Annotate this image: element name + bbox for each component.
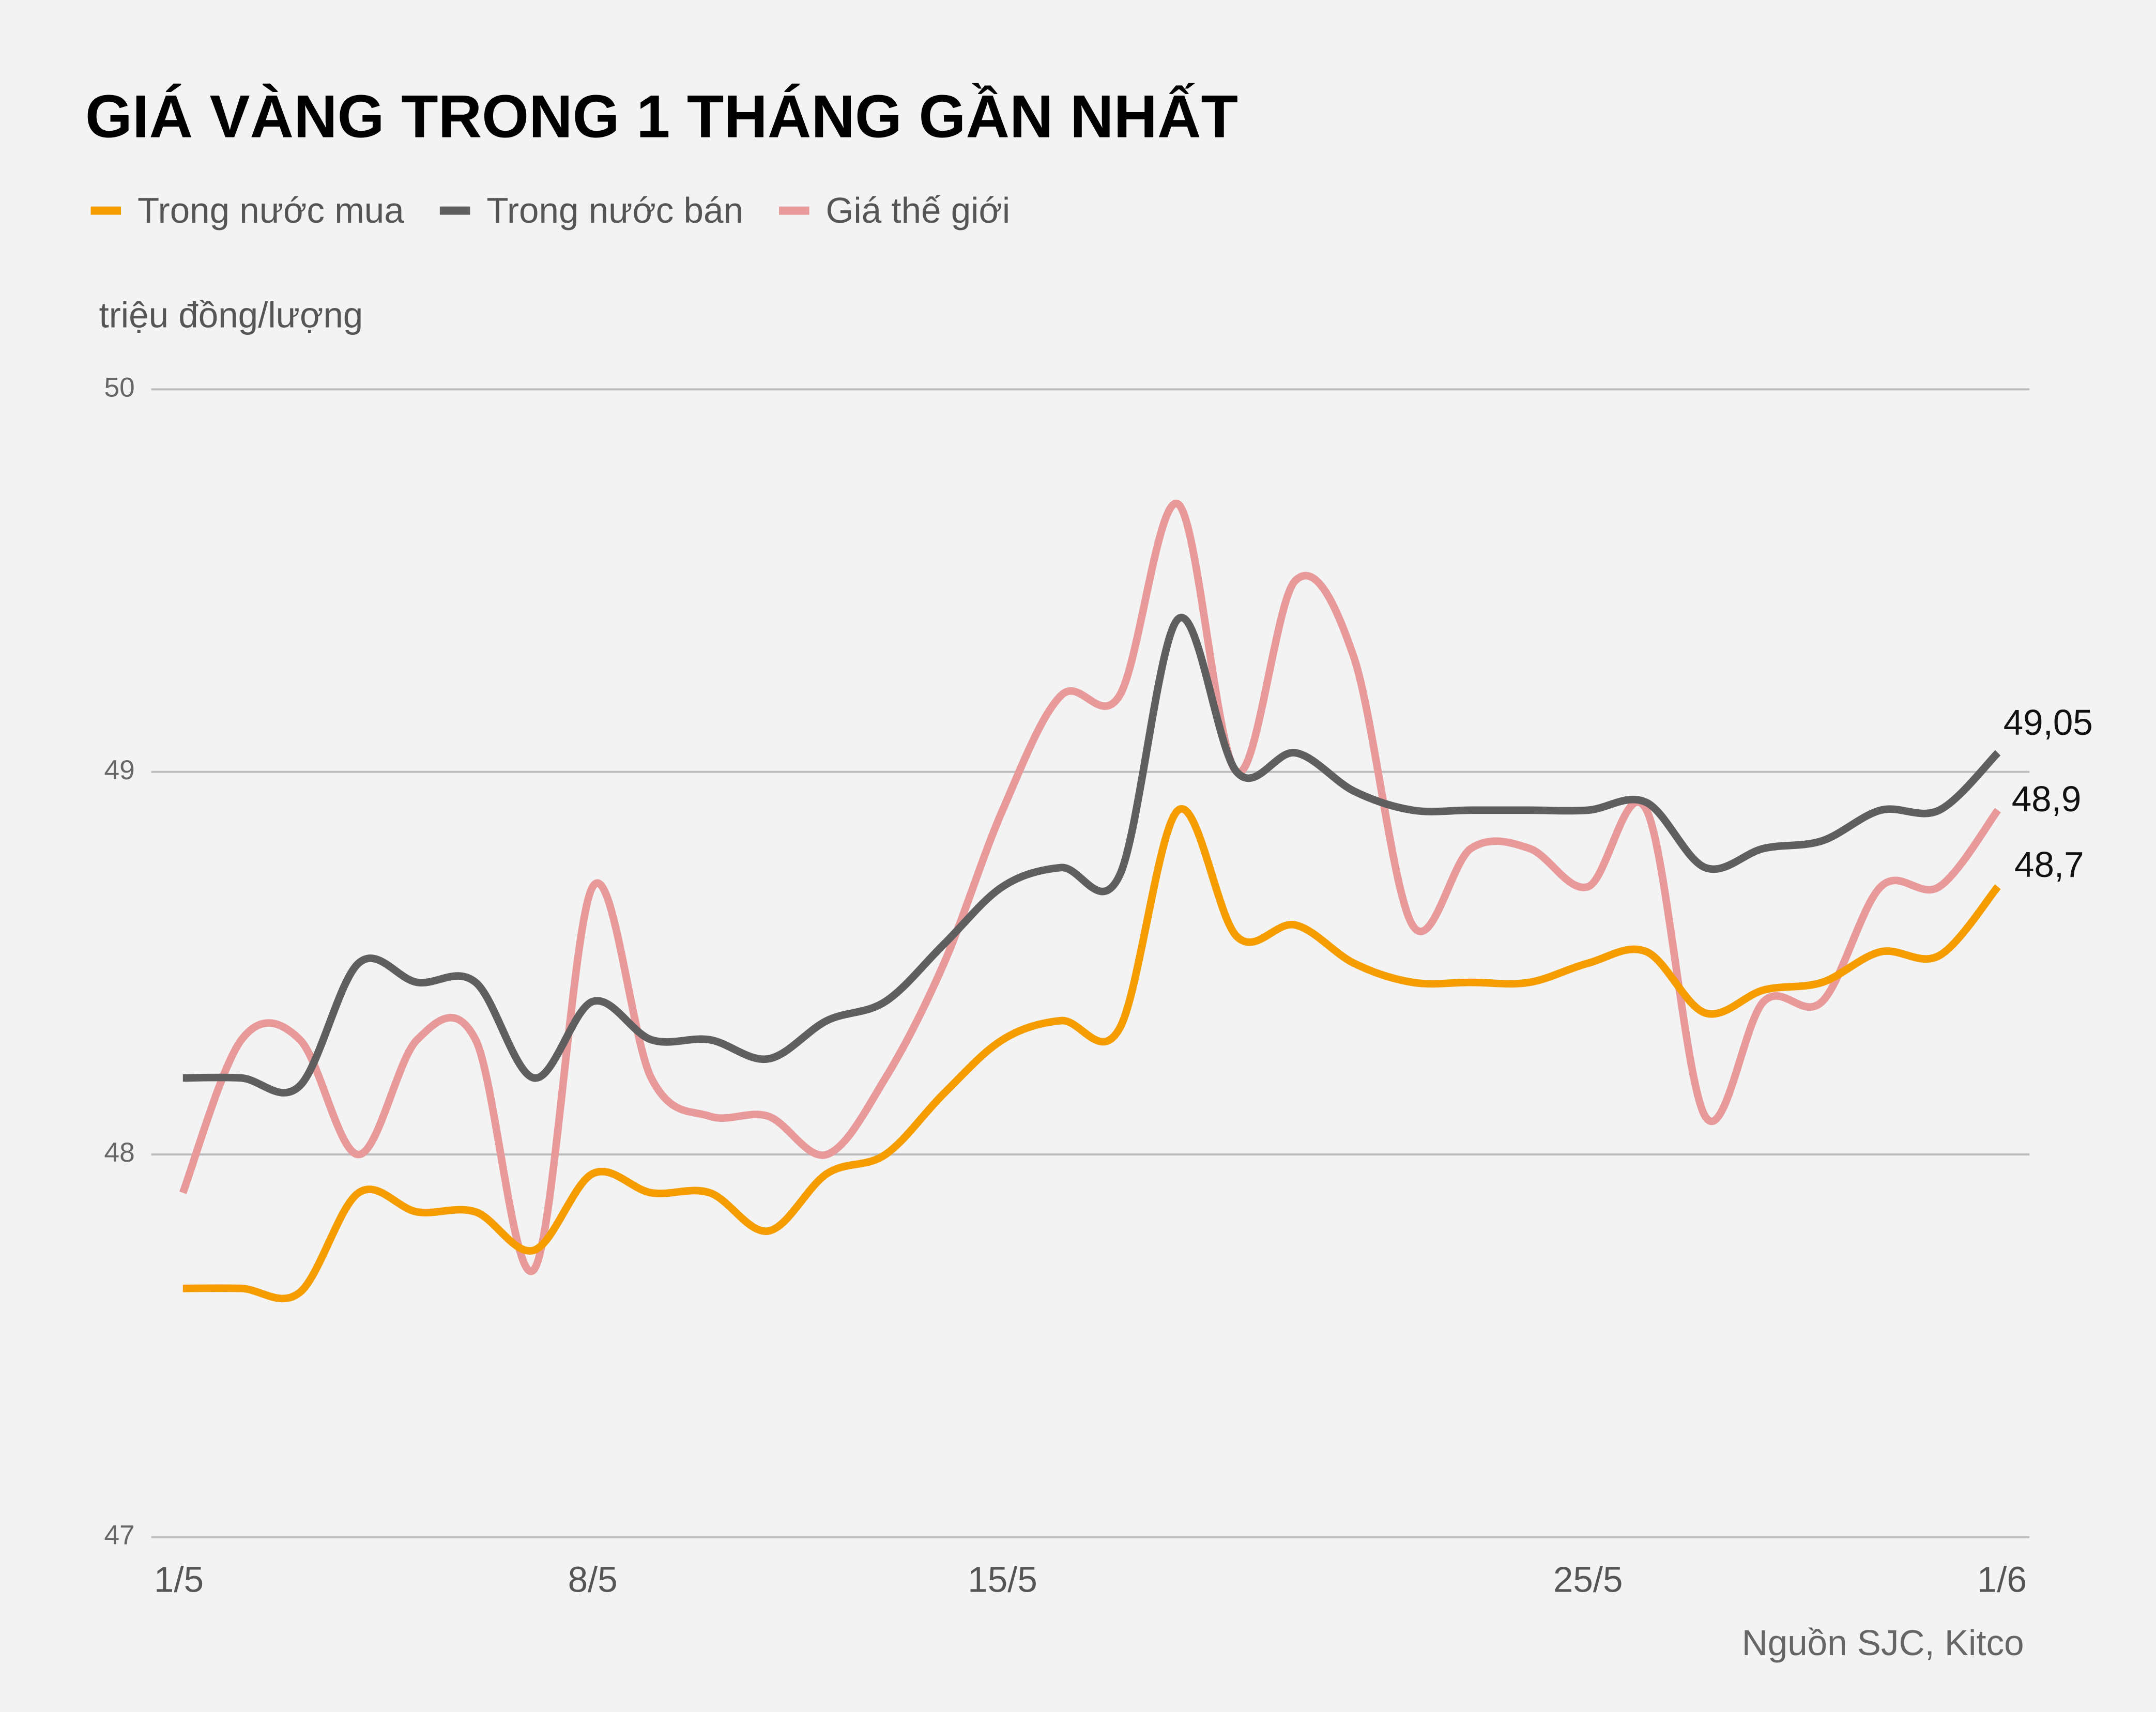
value-label: 48,7 xyxy=(2014,844,2084,885)
value-label: 49,05 xyxy=(2004,702,2093,743)
y-tick-label: 49 xyxy=(104,755,135,785)
value-label: 48,9 xyxy=(2012,779,2082,819)
x-tick-label: 25/5 xyxy=(1553,1560,1623,1600)
x-tick-label: 15/5 xyxy=(968,1560,1037,1600)
legend-label: Giá thế giới xyxy=(826,190,1011,230)
line xyxy=(182,805,2001,1303)
source: Nguồn SJC, Kitco xyxy=(1742,1623,2024,1663)
legend: Trong nước mua Trong nước bán Giá thế giới xyxy=(90,190,1011,230)
y-tick-label: 50 xyxy=(104,372,135,403)
x-tick-label: 8/5 xyxy=(568,1560,618,1600)
y-axis-label: triệu đồng/lượng xyxy=(99,295,363,335)
legend-label: Trong nước mua xyxy=(137,190,404,230)
legend-label: Trong nước bán xyxy=(486,190,743,230)
x-tick-label: 1/6 xyxy=(1977,1560,2027,1600)
y-tick-label: 47 xyxy=(104,1520,135,1551)
chart-title: GIÁ VÀNG TRONG 1 THÁNG GẦN NHẤT xyxy=(85,83,1238,150)
x-tick-label: 1/5 xyxy=(154,1560,204,1600)
line xyxy=(182,613,2001,1097)
y-tick-label: 48 xyxy=(104,1137,135,1168)
